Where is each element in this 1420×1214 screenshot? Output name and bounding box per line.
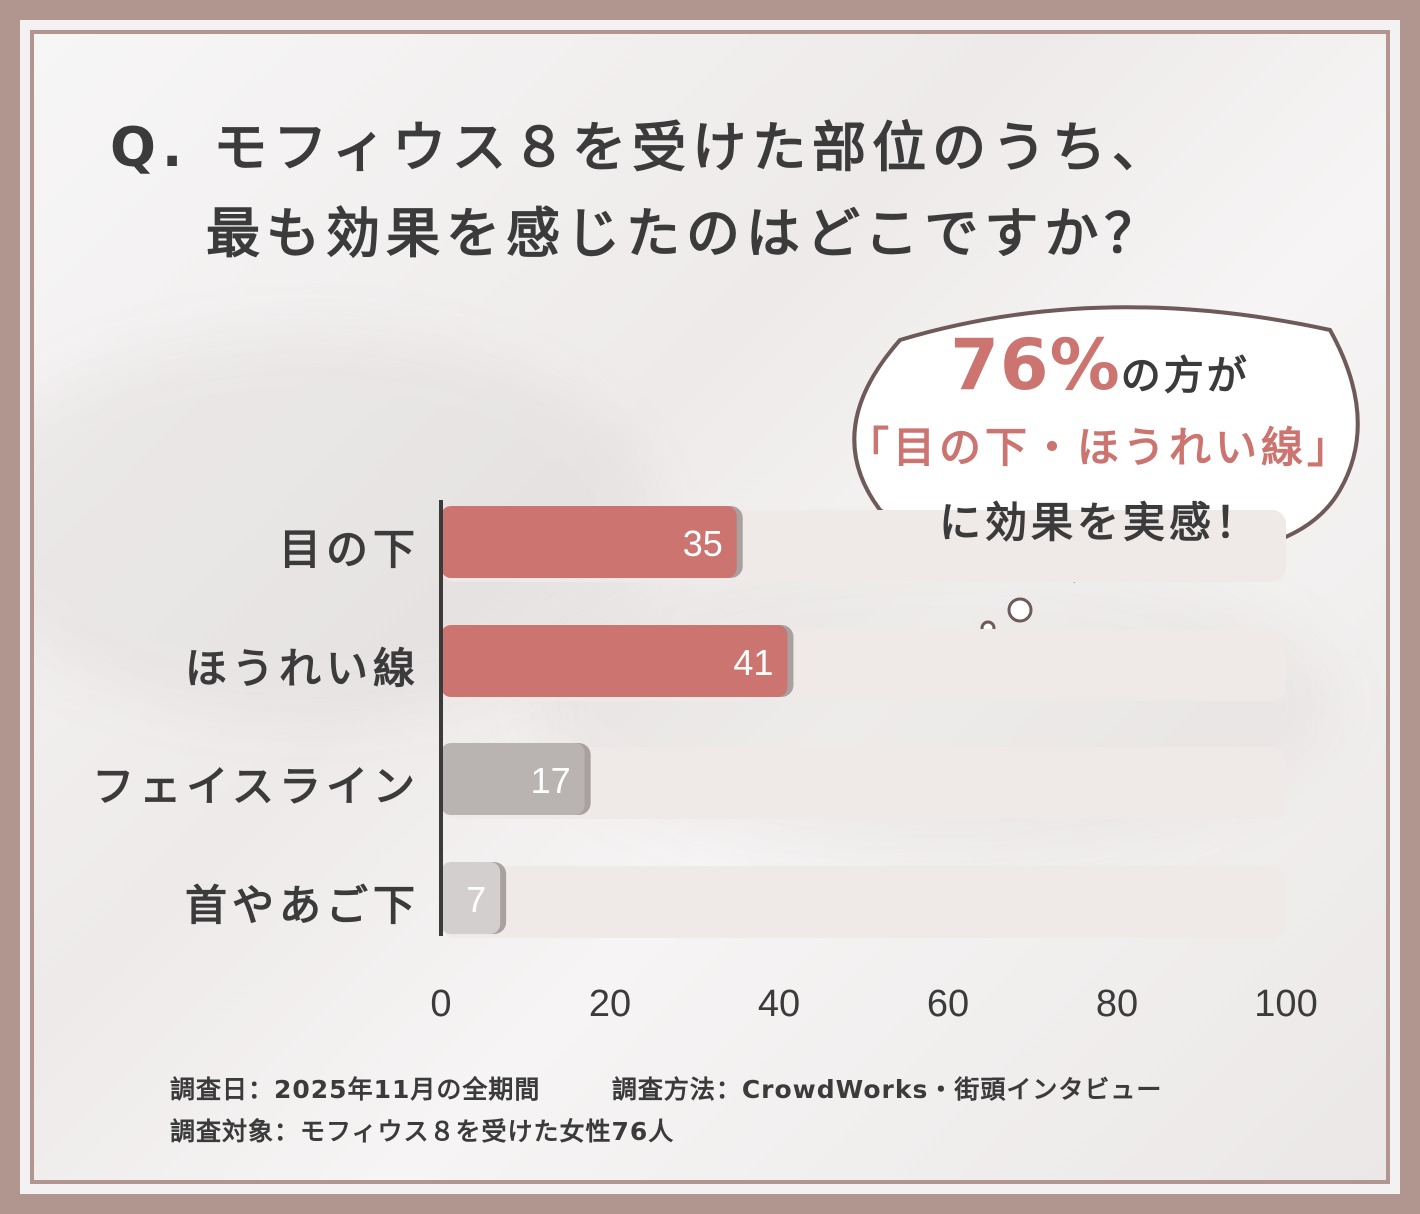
bar-value-label: 17 [531,760,571,801]
category-label: ほうれい線 [184,644,420,693]
title-line-1: Q. モフィウス８を受けた部位のうち、 [110,116,1173,179]
x-tick-label: 100 [1254,983,1317,1025]
footer-line-1: 調査日：2025年11月の全期間 調査方法：CrowdWorks・街頭インタビュ… [170,1070,1162,1106]
x-tick-label: 20 [589,983,631,1025]
category-label: 首やあご下 [184,881,420,930]
x-tick-label: 80 [1096,983,1138,1025]
callout-percent: 76% [950,324,1121,406]
callout-percent-line: 76%の方が [830,324,1370,406]
callout-tail: に効果を実感！ [938,498,1261,547]
survey-date: 調査日：2025年11月の全期間 [170,1075,541,1104]
category-label: 目の下 [278,525,420,574]
bar-value-label: 7 [466,879,486,920]
survey-target: 調査対象：モフィウス８を受けた女性76人 [170,1117,675,1146]
bubble-dot-large [1007,597,1033,623]
bar-value-label: 41 [733,642,773,683]
footer-line-2: 調査対象：モフィウス８を受けた女性76人 [170,1112,674,1148]
callout-highlight: 「目の下・ほうれい線」 [846,423,1353,472]
bar-track [441,747,1286,819]
bar-track [441,866,1286,938]
bar [441,743,585,815]
x-tick-label: 0 [430,983,451,1025]
chart-title: Q. モフィウス８を受けた部位のうち、 最も効果を感じたのはどこですか？ [110,105,1310,277]
title-line-2: 最も効果を感じたのはどこですか？ [206,202,1165,265]
x-tick-label: 40 [758,983,800,1025]
bar-value-label: 35 [683,523,723,564]
survey-method: 調査方法：CrowdWorks・街頭インタビュー [611,1075,1163,1104]
callout-bubble-text: 76%の方が 「目の下・ほうれい線」 に効果を実感！ [830,300,1370,550]
x-tick-label: 60 [927,983,969,1025]
bar [441,625,788,697]
category-label: フェイスライン [92,762,420,811]
bar [441,506,737,578]
bar [441,862,501,934]
callout-percent-suffix: の方が [1120,353,1250,399]
